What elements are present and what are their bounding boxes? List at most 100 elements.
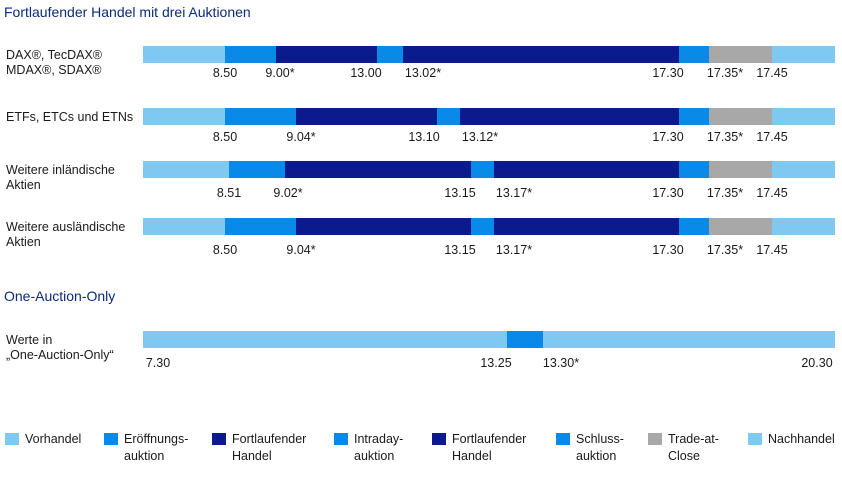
legend-label-line: auktion — [576, 449, 617, 463]
time-label: 13.12* — [461, 130, 499, 144]
time-label: 17.45 — [756, 130, 788, 144]
segment-auction — [471, 218, 494, 235]
time-label: 17.30 — [652, 186, 684, 200]
time-label: 13.15 — [444, 243, 476, 257]
segment-continuous — [494, 161, 679, 178]
time-label: 13.15 — [444, 186, 476, 200]
time-label: 9.02* — [273, 186, 303, 200]
legend-label: Intraday-auktion — [354, 431, 403, 465]
time-label: 20.30 — [801, 356, 833, 370]
legend-label: Fortlaufender Handel — [232, 431, 306, 465]
legend-label: Schluss-auktion — [576, 431, 624, 465]
segment-close — [709, 108, 772, 125]
time-label: 17.35* — [706, 243, 744, 257]
time-label: 13.25 — [480, 356, 512, 370]
time-label: 17.30 — [652, 243, 684, 257]
legend-label: Vorhandel — [25, 431, 81, 448]
time-label: 17.35* — [706, 130, 744, 144]
segment-post — [543, 331, 835, 348]
row-label: ETFs, ETCs und ETNs — [6, 110, 133, 125]
timeline-bar — [143, 161, 835, 178]
segment-continuous — [494, 218, 679, 235]
row-label: DAX®, TecDAX® MDAX®, SDAX® — [6, 48, 102, 78]
row-label-line: Weitere inländische — [6, 163, 115, 177]
time-label: 9.04* — [286, 130, 316, 144]
row-label-line: Weitere ausländische — [6, 220, 126, 234]
time-label: 17.45 — [756, 66, 788, 80]
legend-label-line: Fortlaufender — [452, 432, 527, 446]
legend-label: Eröffnungs-auktion — [124, 431, 188, 465]
time-label: 17.30 — [652, 66, 684, 80]
time-label: 8.50 — [212, 66, 238, 80]
legend-swatch — [648, 433, 662, 445]
legend-swatch — [212, 433, 226, 445]
segment-pre — [143, 161, 229, 178]
time-label: 17.35* — [706, 186, 744, 200]
timeline-bar — [143, 331, 835, 348]
row-label-line: Aktien — [6, 235, 41, 249]
time-label: 13.17* — [495, 186, 533, 200]
legend-label-line: Trade-at- — [668, 432, 719, 446]
legend-label-line: Eröffnungs- — [124, 432, 189, 446]
legend: Vorhandel Eröffnungs-auktion Fortlaufender… — [0, 431, 842, 471]
legend-swatch — [334, 433, 348, 445]
legend-label-line: Intraday- — [354, 432, 404, 446]
time-label: 8.50 — [212, 243, 238, 257]
segment-continuous — [403, 46, 679, 63]
segment-auction — [437, 108, 460, 125]
legend-label-line: auktion — [354, 449, 395, 463]
time-label: 8.51 — [216, 186, 242, 200]
row-label-line: Werte in — [6, 333, 53, 347]
row-label: Werte in „One-Auction-Only“ — [6, 333, 114, 363]
segment-auction — [507, 331, 543, 348]
row-label: Weitere inländische Aktien — [6, 163, 115, 193]
time-label: 13.00 — [350, 66, 382, 80]
segment-auction — [229, 161, 285, 178]
legend-label-line: Close — [668, 449, 700, 463]
segment-auction — [679, 161, 709, 178]
segment-auction — [225, 108, 296, 125]
segment-post — [772, 46, 835, 63]
legend-label: Nachhandel — [768, 431, 835, 448]
timeline-bar — [143, 46, 835, 63]
row-label-line: ETFs, ETCs und ETNs — [6, 110, 134, 124]
section-title-one-auction-only: One-Auction-Only — [4, 288, 116, 304]
time-label: 13.30* — [542, 356, 580, 370]
legend-label-line: Fortlaufender — [232, 432, 307, 446]
time-label: 17.45 — [756, 186, 788, 200]
time-label: 17.30 — [652, 130, 684, 144]
time-label: 9.00* — [265, 66, 295, 80]
segment-pre — [143, 46, 225, 63]
segment-post — [772, 161, 835, 178]
time-label: 17.45 — [756, 243, 788, 257]
legend-swatch — [104, 433, 118, 445]
legend-label-line: Handel — [452, 449, 492, 463]
time-label: 9.04* — [286, 243, 316, 257]
legend-swatch — [432, 433, 446, 445]
segment-close — [709, 46, 772, 63]
segment-continuous — [460, 108, 679, 125]
row-label: Weitere ausländische Aktien — [6, 220, 125, 250]
segment-continuous — [296, 218, 471, 235]
segment-auction — [225, 46, 276, 63]
segment-continuous — [285, 161, 471, 178]
row-label-line: „One-Auction-Only“ — [6, 348, 114, 362]
segment-auction — [679, 46, 709, 63]
segment-continuous — [276, 46, 377, 63]
timeline-bar — [143, 108, 835, 125]
segment-pre — [143, 218, 225, 235]
row-label-line: DAX®, TecDAX® — [6, 48, 102, 62]
segment-auction — [225, 218, 296, 235]
segment-close — [709, 161, 772, 178]
segment-pre — [143, 108, 225, 125]
time-label: 8.50 — [212, 130, 238, 144]
legend-label-line: Schluss- — [576, 432, 624, 446]
row-label-line: MDAX®, SDAX® — [6, 63, 102, 77]
legend-label: Trade-at- Close — [668, 431, 719, 465]
time-label: 13.17* — [495, 243, 533, 257]
row-label-line: Aktien — [6, 178, 41, 192]
section-title-three-auctions: Fortlaufender Handel mit drei Auktionen — [4, 4, 251, 20]
time-label: 7.30 — [145, 356, 171, 370]
segment-auction — [471, 161, 494, 178]
legend-swatch — [5, 433, 19, 445]
